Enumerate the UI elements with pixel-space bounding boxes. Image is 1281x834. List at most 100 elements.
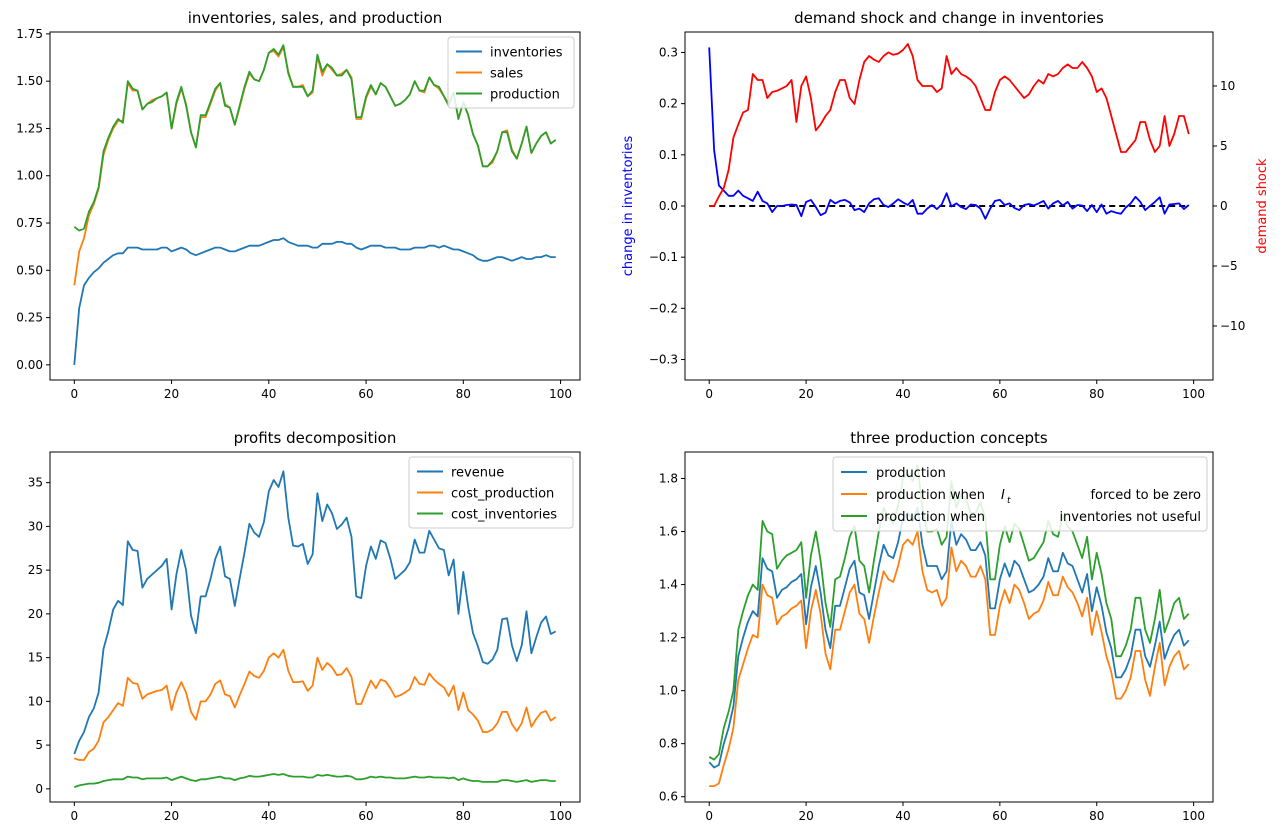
x-tick-label: 40 xyxy=(895,387,910,401)
y-tick-label: −0.2 xyxy=(649,301,678,315)
panel-demand-shock-change-inventories: demand shock and change in inventories c… xyxy=(621,9,1270,401)
y-tick-label: 0.3 xyxy=(659,45,678,59)
plot-area: 0 20 40 60 80 100 0 5 10 15 20 25 30 35 xyxy=(28,451,581,823)
y-tick-label: 1.0 xyxy=(659,684,678,698)
panel-three-production-concepts: three production concepts 0 20 40 60 80 100 0.… xyxy=(659,429,1214,823)
axes-frame xyxy=(49,31,581,381)
chart-title: inventories, sales, and production xyxy=(188,9,443,27)
series-line-1 xyxy=(74,648,557,761)
series-line-2 xyxy=(74,773,556,788)
legend: revenue cost_production cost_inventories xyxy=(408,456,574,529)
x-tick-label: 80 xyxy=(456,809,471,823)
series-line-0 xyxy=(73,470,557,755)
y-tick-label: 35 xyxy=(28,476,43,490)
plot-area: 0 20 40 60 80 100−0.3−0.2−0.10.00.10.20.3−10−… xyxy=(649,31,1245,401)
legend-frame xyxy=(408,456,574,529)
y2-tick-label: 5 xyxy=(1220,139,1228,153)
y-tick-label: 1.50 xyxy=(16,74,43,88)
x-tick-label: 60 xyxy=(992,809,1007,823)
y-tick-label: 25 xyxy=(28,563,43,577)
y-tick-label: 0.1 xyxy=(659,148,678,162)
panel-inventories-sales-production: inventories, sales, and production 0 20 40… xyxy=(16,9,581,401)
x-tick-label: 80 xyxy=(456,387,471,401)
legend-label: production when xyxy=(876,510,985,525)
chart-title: demand shock and change in inventories xyxy=(794,9,1104,27)
y-tick-label: −0.3 xyxy=(649,353,678,367)
y-tick-label: 0.0 xyxy=(659,199,678,213)
series-line-1 xyxy=(709,530,1190,787)
y-tick-label: 1.75 xyxy=(16,27,43,41)
y-tick-label: 30 xyxy=(28,519,43,533)
chart-title: profits decomposition xyxy=(234,429,397,447)
x-tick-label: 20 xyxy=(798,809,813,823)
x-tick-label: 40 xyxy=(895,809,910,823)
legend-label: revenue xyxy=(451,466,504,481)
y-tick-label: 1.00 xyxy=(16,169,43,183)
y2-tick-label: −5 xyxy=(1220,259,1238,273)
legend-frame xyxy=(447,36,575,109)
legend-label: production when xyxy=(876,488,985,503)
y-tick-label: 0 xyxy=(35,782,43,796)
y2-tick-label: 10 xyxy=(1220,79,1235,93)
y-tick-label: 1.25 xyxy=(16,121,43,135)
x-tick-label: 20 xyxy=(798,387,813,401)
y-tick-label: 0.00 xyxy=(16,358,43,372)
x-tick-label: 0 xyxy=(70,809,78,823)
x-tick-label: 80 xyxy=(1089,809,1104,823)
x-tick-label: 100 xyxy=(1182,387,1205,401)
y-tick-label: 20 xyxy=(28,607,43,621)
legend: inventories sales production xyxy=(447,36,575,109)
y2-tick-label: 0 xyxy=(1220,199,1228,213)
x-tick-label: 100 xyxy=(549,387,572,401)
axes-frame xyxy=(49,451,581,803)
y-tick-label: 1.2 xyxy=(659,631,678,645)
x-tick-label: 60 xyxy=(358,809,373,823)
series-line-0 xyxy=(73,237,556,365)
y-tick-label: 10 xyxy=(28,694,43,708)
legend-label: cost_production xyxy=(451,487,554,502)
legend-label: production xyxy=(490,88,560,103)
legend-label: production xyxy=(876,466,946,481)
legend-label-suffix: inventories not useful xyxy=(1059,510,1201,525)
x-tick-label: 60 xyxy=(992,387,1007,401)
x-tick-label: 20 xyxy=(164,809,179,823)
legend-label-suffix: forced to be zero xyxy=(1090,488,1201,503)
axes-frame xyxy=(684,451,1214,803)
series-line-0 xyxy=(708,47,1190,220)
plot-area: 0 20 40 60 80 100 0.00 0.25 0.50 0.75 1.00 1.25 1.50… xyxy=(16,27,581,401)
y-tick-label: 15 xyxy=(28,651,43,665)
chart-title: three production concepts xyxy=(850,429,1048,447)
x-tick-label: 80 xyxy=(1089,387,1104,401)
y-tick-label: 1.4 xyxy=(659,578,678,592)
x-tick-label: 60 xyxy=(358,387,373,401)
y2-tick-label: −10 xyxy=(1220,319,1245,333)
y-tick-label: 0.25 xyxy=(16,311,43,325)
x-tick-label: 100 xyxy=(549,809,572,823)
x-tick-label: 40 xyxy=(261,387,276,401)
y-tick-label: 5 xyxy=(35,738,43,752)
y-tick-label: 1.6 xyxy=(659,525,678,539)
legend-frame xyxy=(832,456,1208,532)
y-tick-label: 0.75 xyxy=(16,216,43,230)
x-tick-label: 0 xyxy=(705,809,713,823)
series-line-0 xyxy=(708,506,1190,769)
y-tick-label: 0.8 xyxy=(659,737,678,751)
panel-profits-decomposition: profits decomposition 0 20 40 60 80 100 0 5 10 15… xyxy=(28,429,581,823)
legend-symbol-subscript: t xyxy=(1007,496,1011,506)
x-tick-label: 0 xyxy=(705,387,713,401)
y-tick-label: 0.2 xyxy=(659,97,678,111)
y-tick-label: −0.1 xyxy=(649,250,678,264)
x-tick-label: 20 xyxy=(164,387,179,401)
series-line-1 xyxy=(709,43,1190,207)
y-tick-label: 0.50 xyxy=(16,263,43,277)
y2-axis-label: demand shock xyxy=(1255,158,1270,254)
y-axis-label: change in inventories xyxy=(621,136,636,277)
x-tick-label: 0 xyxy=(70,387,78,401)
y-tick-label: 0.6 xyxy=(659,790,678,804)
x-tick-label: 100 xyxy=(1182,809,1205,823)
series-line-2 xyxy=(73,44,557,232)
y-tick-label: 1.8 xyxy=(659,472,678,486)
x-tick-label: 40 xyxy=(261,809,276,823)
